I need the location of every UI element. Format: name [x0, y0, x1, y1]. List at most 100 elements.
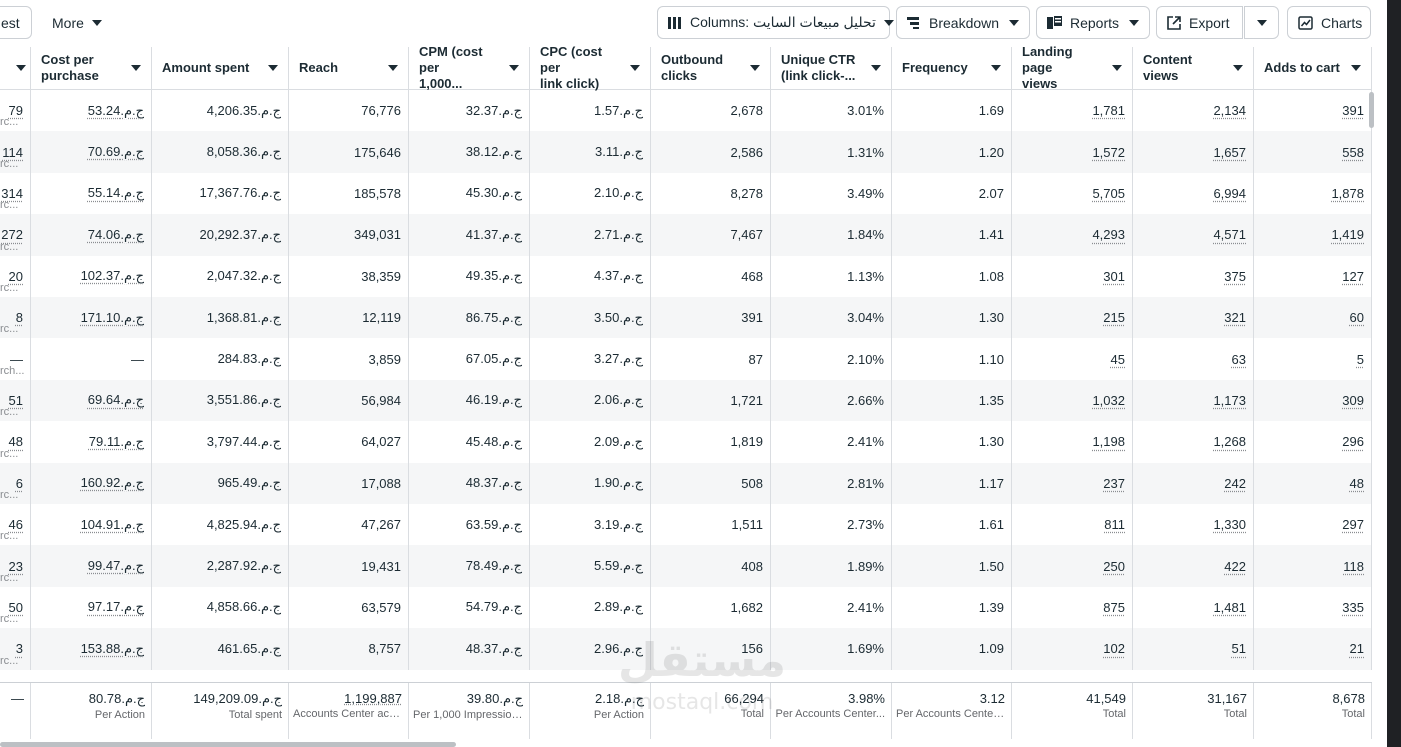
breakdown-button[interactable]: Breakdown [896, 6, 1030, 39]
table-row[interactable]: 272 rc... ج.م.74.06 ج.م.20,292.37 349,031 ج.م… [0, 214, 1372, 256]
cell-landing-page-views[interactable]: 215 [1012, 297, 1133, 339]
cell-results[interactable]: 3 rc... [0, 628, 31, 670]
cell-results[interactable]: — rch... [0, 338, 31, 380]
column-header-frequency[interactable]: Frequency [892, 47, 1012, 90]
table-row[interactable]: 20 rc... ج.م.102.37 ج.م.2,047.32 38,359 ج.م.4… [0, 255, 1372, 297]
cell-results[interactable]: 8 rc... [0, 297, 31, 339]
column-header-unique-ctr[interactable]: Unique CTR (link click-... [771, 47, 892, 90]
cell-adds-to-cart[interactable]: 558 [1254, 131, 1372, 173]
sort-chevron-icon[interactable] [750, 65, 760, 71]
sort-chevron-icon[interactable] [630, 65, 640, 71]
cell-adds-to-cart[interactable]: 1,419 [1254, 214, 1372, 256]
table-row[interactable]: 51 rc... ج.م.69.64 ج.م.3,551.86 56,984 ج.م.46… [0, 379, 1372, 422]
cell-adds-to-cart[interactable]: 60 [1254, 297, 1372, 339]
table-row[interactable]: 114 rc... ج.م.70.69 ج.م.8,058.36 175,646 ج.م.… [0, 131, 1372, 173]
cell-cost-per-purchase[interactable]: ج.م.102.37 [31, 255, 152, 297]
cell-landing-page-views[interactable]: 237 [1012, 462, 1133, 504]
column-header-cpm[interactable]: CPM (cost per 1,000... [409, 44, 530, 91]
cell-adds-to-cart[interactable]: 127 [1254, 255, 1372, 297]
cell-landing-page-views[interactable]: 1,032 [1012, 379, 1133, 422]
cell-adds-to-cart[interactable]: 118 [1254, 545, 1372, 587]
cell-results[interactable]: 6 rc... [0, 462, 31, 504]
table-row[interactable]: 6 rc... ج.م.160.92 ج.م.965.49 17,088 ج.م.48.3… [0, 462, 1372, 504]
cell-content-views[interactable]: 1,173 [1133, 379, 1254, 422]
sort-chevron-icon[interactable] [509, 65, 519, 71]
cell-cost-per-purchase[interactable]: ج.م.160.92 [31, 462, 152, 504]
sort-chevron-icon[interactable] [268, 65, 278, 71]
cell-landing-page-views[interactable]: 4,293 [1012, 214, 1133, 256]
cell-adds-to-cart[interactable]: 309 [1254, 379, 1372, 422]
column-header-outbound-clicks[interactable]: Outbound clicks [651, 47, 771, 90]
column-header-adds-to-cart[interactable]: Adds to cart [1254, 47, 1372, 90]
cell-content-views[interactable]: 1,657 [1133, 131, 1254, 173]
cell-landing-page-views[interactable]: 1,198 [1012, 421, 1133, 463]
cell-landing-page-views[interactable]: 45 [1012, 338, 1133, 380]
cell-cost-per-purchase[interactable]: ج.م.104.91 [31, 504, 152, 546]
cell-landing-page-views[interactable]: 811 [1012, 504, 1133, 546]
cell-results[interactable]: 50 rc... [0, 586, 31, 629]
cell-cost-per-purchase[interactable]: ج.م.79.11 [31, 421, 152, 463]
sort-chevron-icon[interactable] [16, 65, 26, 71]
cell-landing-page-views[interactable]: 301 [1012, 255, 1133, 297]
cell-content-views[interactable]: 1,268 [1133, 421, 1254, 463]
cell-content-views[interactable]: 63 [1133, 338, 1254, 380]
table-row[interactable]: 46 rc... ج.م.104.91 ج.م.4,825.94 47,267 ج.م.6… [0, 504, 1372, 546]
cell-adds-to-cart[interactable]: 5 [1254, 338, 1372, 380]
table-row[interactable]: 79 rc... ج.م.53.24 ج.م.4,206.35 76,776 ج.م.32… [0, 90, 1372, 132]
cell-landing-page-views[interactable]: 1,572 [1012, 131, 1133, 173]
cell-content-views[interactable]: 321 [1133, 297, 1254, 339]
cell-results[interactable]: 46 rc... [0, 504, 31, 546]
vertical-scrollbar[interactable] [1369, 92, 1374, 128]
cell-content-views[interactable]: 242 [1133, 462, 1254, 504]
column-header-landing-page-views[interactable]: Landing page views [1012, 44, 1133, 91]
cell-cost-per-purchase[interactable]: — [31, 338, 152, 380]
table-row[interactable]: 314 rc... ج.م.55.14 ج.م.17,367.76 185,578 ج.م… [0, 172, 1372, 215]
column-header-cpc[interactable]: CPC (cost per link click) [530, 44, 651, 91]
cell-adds-to-cart[interactable]: 297 [1254, 504, 1372, 546]
cell-landing-page-views[interactable]: 1,781 [1012, 90, 1133, 132]
sort-chevron-icon[interactable] [871, 65, 881, 71]
cell-results[interactable]: 20 rc... [0, 255, 31, 297]
cell-content-views[interactable]: 51 [1133, 628, 1254, 670]
cell-results[interactable]: 23 rc... [0, 545, 31, 587]
cell-cost-per-purchase[interactable]: ج.م.53.24 [31, 90, 152, 132]
cell-cost-per-purchase[interactable]: ج.م.55.14 [31, 172, 152, 215]
cell-cost-per-purchase[interactable]: ج.م.171.10 [31, 297, 152, 339]
cell-results[interactable]: 272 rc... [0, 214, 31, 256]
table-row[interactable]: — rch... — ج.م.284.83 3,859 ج.م.67.05 ج.م.3.27… [0, 338, 1372, 380]
column-header-cost-per-purchase[interactable]: Cost per purchase [31, 47, 152, 90]
column-header-results[interactable] [0, 47, 31, 90]
cell-content-views[interactable]: 1,481 [1133, 586, 1254, 629]
column-header-content-views[interactable]: Content views [1133, 47, 1254, 90]
table-row[interactable]: 8 rc... ج.م.171.10 ج.م.1,368.81 12,119 ج.م.86… [0, 297, 1372, 339]
cell-content-views[interactable]: 4,571 [1133, 214, 1254, 256]
cell-landing-page-views[interactable]: 250 [1012, 545, 1133, 587]
sort-chevron-icon[interactable] [1351, 65, 1361, 71]
horizontal-scrollbar[interactable] [0, 742, 456, 747]
cell-landing-page-views[interactable]: 875 [1012, 586, 1133, 629]
cell-adds-to-cart[interactable]: 1,878 [1254, 172, 1372, 215]
cell-results[interactable]: 114 rc... [0, 131, 31, 173]
column-header-amount-spent[interactable]: Amount spent [152, 47, 289, 90]
table-row[interactable]: 23 rc... ج.م.99.47 ج.م.2,287.92 19,431 ج.م.78… [0, 545, 1372, 587]
cell-cost-per-purchase[interactable]: ج.م.99.47 [31, 545, 152, 587]
cell-cost-per-purchase[interactable]: ج.م.70.69 [31, 131, 152, 173]
cell-results[interactable]: 79 rc... [0, 90, 31, 132]
cell-content-views[interactable]: 375 [1133, 255, 1254, 297]
test-button[interactable]: est [0, 6, 32, 39]
sort-chevron-icon[interactable] [388, 65, 398, 71]
more-button[interactable]: More [41, 6, 115, 39]
cell-adds-to-cart[interactable]: 391 [1254, 90, 1372, 132]
cell-adds-to-cart[interactable]: 48 [1254, 462, 1372, 504]
charts-button[interactable]: Charts [1287, 6, 1371, 39]
cell-landing-page-views[interactable]: 102 [1012, 628, 1133, 670]
cell-cost-per-purchase[interactable]: ج.م.153.88 [31, 628, 152, 670]
table-row[interactable]: 48 rc... ج.م.79.11 ج.م.3,797.44 64,027 ج.م.45… [0, 421, 1372, 463]
sort-chevron-icon[interactable] [991, 65, 1001, 71]
cell-cost-per-purchase[interactable]: ج.م.97.17 [31, 586, 152, 629]
cell-results[interactable]: 314 rc... [0, 172, 31, 215]
export-dropdown-button[interactable] [1244, 6, 1279, 39]
cell-landing-page-views[interactable]: 5,705 [1012, 172, 1133, 215]
cell-content-views[interactable]: 6,994 [1133, 172, 1254, 215]
cell-results[interactable]: 51 rc... [0, 379, 31, 422]
